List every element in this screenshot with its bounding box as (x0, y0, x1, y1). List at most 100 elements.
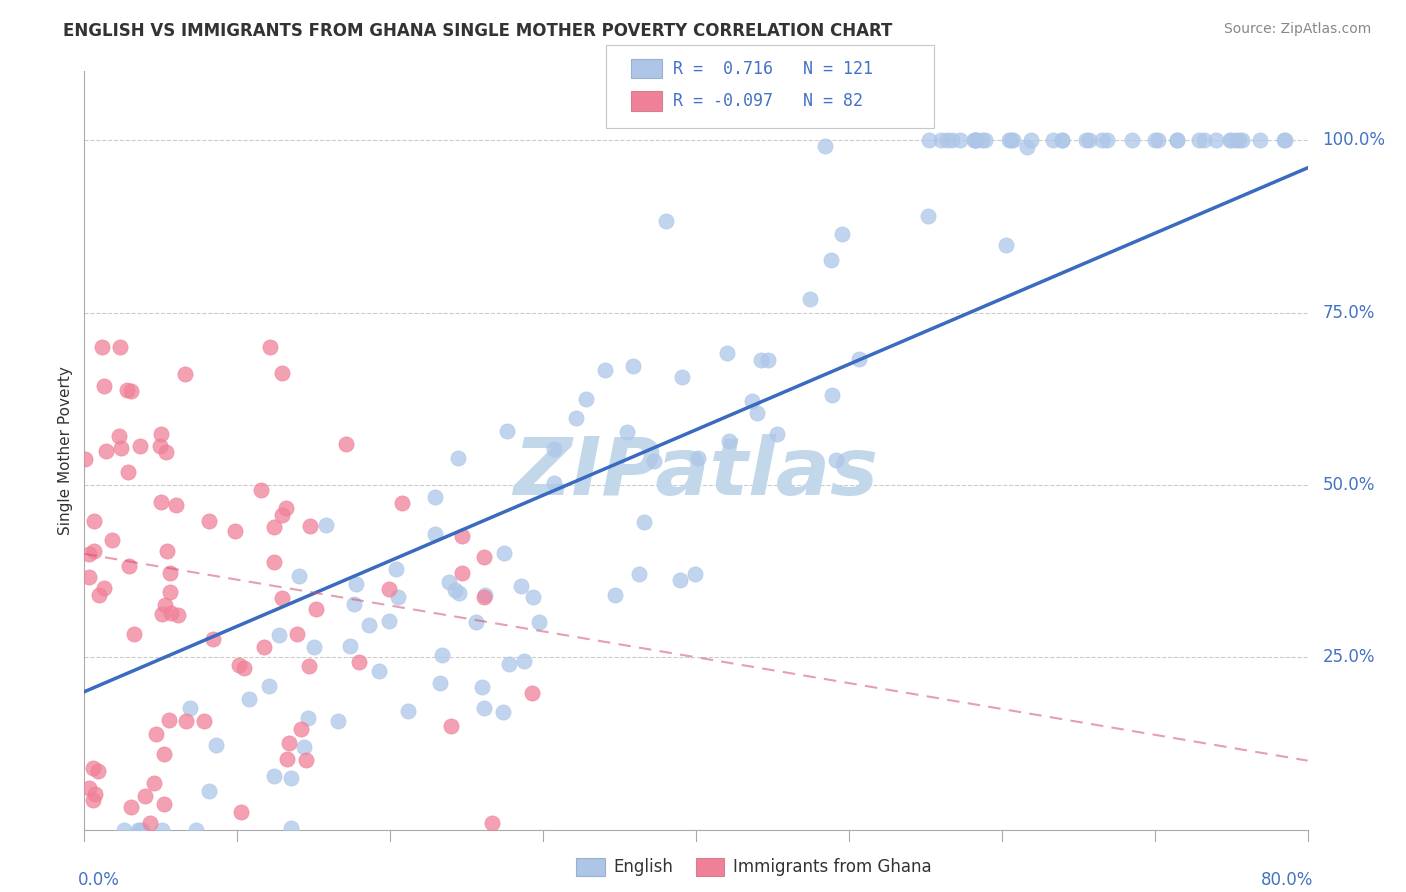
Point (83, 514, 105, 528)
Point (432, 648, 454, 663)
Point (149, 495, 172, 509)
Point (229, 805, 252, 819)
Point (276, 500, 298, 515)
Point (184, 822, 207, 837)
Point (831, 227, 853, 241)
Point (83, 544, 105, 558)
Point (444, 582, 467, 597)
Point (447, 450, 470, 465)
Point (149, 427, 172, 442)
Point (522, 590, 544, 604)
Point (825, 452, 848, 467)
Point (118, 558, 141, 573)
Point (917, 209, 939, 223)
Point (304, 640, 326, 654)
Point (1230, 133, 1253, 147)
Point (339, 639, 361, 653)
Point (496, 424, 519, 438)
Point (929, 133, 952, 147)
Point (198, 784, 221, 798)
Point (963, 133, 986, 147)
Point (120, 800, 142, 814)
Point (134, 789, 156, 804)
Point (1225, 133, 1247, 147)
Point (150, 607, 173, 621)
Point (1272, 133, 1295, 147)
Point (179, 701, 201, 715)
Point (367, 664, 389, 678)
Point (100, 533, 122, 548)
Text: 25.0%: 25.0% (1322, 648, 1375, 666)
Text: Source: ZipAtlas.com: Source: ZipAtlas.com (1223, 22, 1371, 37)
Point (112, 822, 135, 837)
Point (716, 346, 738, 360)
Point (202, 632, 225, 647)
Point (84, 787, 107, 801)
Point (156, 543, 179, 558)
Point (153, 598, 176, 612)
Point (686, 451, 709, 466)
Point (131, 822, 153, 837)
Point (173, 367, 195, 381)
Point (814, 139, 837, 153)
Text: 0.0%: 0.0% (79, 871, 120, 889)
Point (238, 692, 260, 706)
Point (295, 753, 318, 767)
Point (174, 714, 197, 728)
Point (655, 214, 678, 228)
Point (1050, 133, 1073, 147)
Point (250, 483, 273, 498)
Point (73, 451, 96, 466)
Y-axis label: Single Mother Poverty: Single Mother Poverty (58, 366, 73, 535)
Point (96, 443, 118, 458)
Point (391, 496, 413, 510)
Point (145, 727, 167, 741)
Point (198, 514, 221, 528)
Point (848, 352, 870, 367)
Point (298, 659, 321, 673)
Point (224, 524, 246, 538)
Point (326, 714, 349, 728)
Point (464, 615, 486, 629)
Point (297, 711, 319, 725)
Point (1146, 133, 1168, 147)
Point (821, 388, 844, 402)
Point (349, 655, 371, 669)
Point (1166, 133, 1188, 147)
Point (77, 781, 100, 796)
Point (1042, 133, 1064, 147)
Point (756, 353, 779, 368)
Point (671, 369, 693, 384)
Point (1249, 133, 1271, 147)
Point (970, 133, 993, 147)
Point (165, 498, 187, 512)
Point (378, 582, 401, 597)
Point (492, 546, 515, 560)
Point (155, 445, 177, 459)
Text: 100.0%: 100.0% (1322, 131, 1385, 149)
Point (82, 761, 104, 775)
Point (263, 520, 285, 534)
Point (269, 628, 291, 642)
Point (271, 508, 294, 522)
Point (153, 747, 176, 761)
Point (1166, 133, 1188, 147)
Point (918, 133, 941, 147)
Point (344, 576, 367, 591)
Point (1074, 133, 1097, 147)
Point (87, 764, 110, 778)
Point (278, 735, 301, 749)
Point (1095, 133, 1118, 147)
Point (304, 602, 326, 616)
Point (271, 591, 294, 606)
Point (543, 442, 565, 456)
Point (685, 567, 707, 582)
Point (290, 722, 312, 736)
Point (522, 685, 544, 699)
Text: 50.0%: 50.0% (1322, 476, 1375, 494)
Point (450, 528, 472, 542)
Point (633, 515, 655, 529)
Point (574, 392, 596, 406)
Point (280, 771, 302, 785)
Point (1077, 133, 1099, 147)
